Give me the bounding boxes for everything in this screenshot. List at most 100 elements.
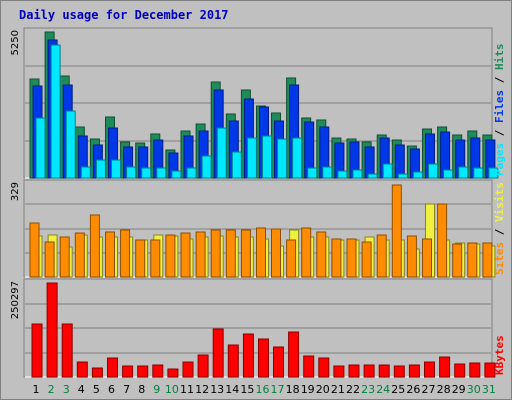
- bar-pages-day-16: [262, 135, 272, 179]
- bar-kbytes-day-3: [61, 323, 73, 378]
- bar-sites-day-24: [376, 234, 387, 278]
- bar-sites-day-11: [180, 232, 191, 278]
- day-label-16: 16: [256, 383, 270, 396]
- bar-kbytes-day-12: [197, 354, 209, 378]
- bar-pages-day-13: [216, 127, 227, 179]
- bar-sites-day-29: [452, 243, 463, 278]
- day-label-5: 5: [93, 383, 100, 396]
- day-label-17: 17: [271, 383, 285, 396]
- day-label-4: 4: [78, 383, 85, 396]
- bar-pages-day-24: [382, 163, 393, 179]
- bar-pages-day-9: [156, 167, 167, 179]
- bar-sites-day-12: [195, 231, 206, 278]
- day-label-26: 26: [406, 383, 420, 396]
- bar-pages-day-31: [488, 167, 499, 179]
- bar-pages-day-23: [367, 173, 378, 179]
- bar-pages-day-2: [50, 44, 61, 179]
- bar-files-day-25: [394, 144, 405, 179]
- bar-pages-day-27: [428, 163, 438, 179]
- bar-kbytes-day-28: [439, 356, 451, 378]
- bar-kbytes-day-26: [408, 364, 420, 378]
- bar-sites-day-2: [44, 241, 55, 278]
- panel-2-ymax-label: 329: [10, 182, 21, 201]
- day-label-14: 14: [225, 383, 239, 396]
- day-label-8: 8: [138, 383, 145, 396]
- bar-pages-day-11: [186, 167, 197, 179]
- day-label-31: 31: [482, 383, 496, 396]
- bar-sites-day-22: [346, 238, 357, 278]
- bar-sites-day-7: [120, 229, 131, 278]
- bar-pages-day-8: [141, 167, 152, 179]
- bar-kbytes-day-25: [393, 365, 405, 378]
- day-label-13: 13: [210, 383, 224, 396]
- legend-separator: /: [493, 222, 506, 242]
- bar-sites-day-21: [331, 238, 342, 278]
- bar-sites-day-1: [29, 222, 40, 278]
- bar-kbytes-day-11: [182, 361, 194, 378]
- bar-kbytes-day-19: [303, 355, 315, 378]
- bar-sites-day-9: [150, 239, 161, 278]
- day-label-11: 11: [180, 383, 194, 396]
- day-label-2: 2: [48, 383, 55, 396]
- day-label-18: 18: [286, 383, 300, 396]
- bar-sites-day-5: [89, 214, 100, 278]
- bar-sites-day-18: [286, 239, 297, 278]
- bar-kbytes-day-23: [363, 364, 375, 378]
- day-label-15: 15: [240, 383, 254, 396]
- day-label-29: 29: [452, 383, 466, 396]
- bar-kbytes-day-4: [76, 361, 88, 378]
- panel-3-ymax-label: 250297: [10, 281, 21, 319]
- bar-sites-day-19: [301, 227, 312, 278]
- bar-kbytes-day-30: [469, 362, 481, 378]
- bar-files-day-23: [364, 146, 375, 179]
- bar-sites-day-25: [391, 184, 402, 278]
- bar-kbytes-day-17: [273, 346, 284, 378]
- bar-sites-day-10: [165, 234, 176, 278]
- bar-pages-day-19: [307, 167, 318, 179]
- bar-sites-day-4: [74, 232, 85, 278]
- bar-pages-day-12: [201, 155, 212, 179]
- day-label-3: 3: [63, 383, 70, 396]
- legend-sites: Sites: [493, 242, 506, 275]
- legend-kbytes: KBytes: [493, 335, 506, 375]
- bar-kbytes-day-10: [167, 368, 179, 378]
- bar-kbytes-day-2: [46, 282, 58, 378]
- bar-kbytes-day-18: [288, 331, 300, 378]
- bar-kbytes-day-21: [333, 365, 345, 378]
- panel-1-legend: Pages / Files / Hits: [493, 44, 506, 177]
- bar-kbytes-day-15: [242, 333, 254, 378]
- bar-sites-day-30: [467, 242, 478, 278]
- day-label-9: 9: [153, 383, 160, 396]
- legend-hits: Hits: [493, 44, 506, 71]
- bar-kbytes-day-5: [91, 367, 103, 378]
- day-label-25: 25: [391, 383, 405, 396]
- panel-1-ymax-label: 5250: [10, 30, 21, 55]
- bar-sites-day-26: [406, 235, 417, 278]
- bar-pages-day-5: [95, 159, 106, 179]
- bar-kbytes-day-31: [484, 362, 496, 378]
- bar-kbytes-day-1: [31, 323, 43, 378]
- bar-pages-day-18: [292, 137, 303, 179]
- bar-sites-day-28: [437, 203, 448, 278]
- panel-2-legend: Sites / Visits: [493, 182, 506, 275]
- bar-kbytes-day-16: [258, 338, 269, 378]
- bar-pages-day-30: [473, 167, 484, 179]
- bar-sites-day-6: [105, 231, 115, 278]
- day-label-10: 10: [165, 383, 179, 396]
- day-label-24: 24: [376, 383, 390, 396]
- bar-kbytes-day-24: [378, 364, 390, 378]
- legend-visits: Visits: [493, 182, 506, 222]
- bar-sites-day-16: [256, 227, 266, 278]
- bar-pages-day-14: [231, 151, 242, 179]
- bar-kbytes-day-9: [152, 364, 164, 378]
- legend-separator: /: [493, 70, 506, 90]
- bar-pages-day-10: [171, 170, 182, 179]
- bar-sites-day-23: [361, 241, 372, 278]
- bar-sites-day-27: [422, 238, 432, 278]
- bar-pages-day-15: [246, 137, 257, 179]
- bar-sites-day-8: [135, 239, 146, 278]
- bar-sites-day-15: [240, 229, 251, 278]
- day-label-23: 23: [361, 383, 375, 396]
- bar-pages-day-17: [277, 138, 287, 179]
- day-label-19: 19: [301, 383, 315, 396]
